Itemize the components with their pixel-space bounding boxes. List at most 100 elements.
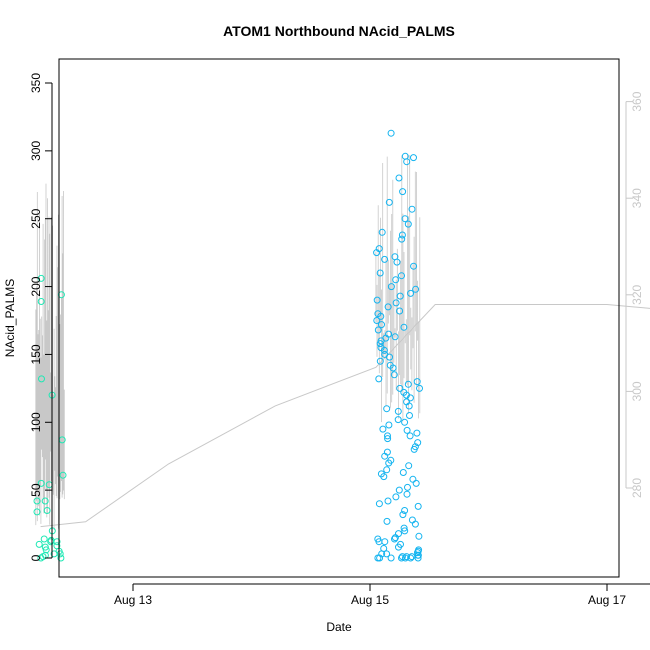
data-point: [376, 357, 384, 365]
data-point: [398, 272, 405, 280]
data-point: [57, 291, 65, 299]
data-point: [395, 530, 402, 538]
data-point: [398, 235, 406, 243]
data-point: [401, 152, 409, 160]
data-point: [395, 174, 403, 182]
data-point: [375, 245, 383, 253]
data-point: [384, 303, 392, 311]
y-tick-label: 250: [29, 208, 43, 228]
data-point: [385, 198, 393, 206]
data-point: [415, 546, 423, 554]
data-point: [399, 469, 407, 476]
data-points: [33, 129, 423, 562]
data-point: [404, 380, 412, 388]
data-point: [413, 429, 421, 437]
data-point: [37, 479, 45, 487]
data-point: [383, 550, 391, 558]
data-point: [409, 475, 417, 483]
data-point: [384, 432, 391, 440]
data-point: [408, 516, 416, 524]
data-point: [396, 307, 404, 315]
data-point: [38, 375, 45, 383]
data-point: [391, 535, 398, 543]
data-point: [376, 269, 384, 277]
data-point: [394, 407, 402, 415]
data-point: [400, 524, 408, 532]
data-point: [385, 330, 393, 338]
data-point: [415, 532, 423, 540]
data-point: [401, 418, 409, 426]
data-point: [57, 554, 65, 562]
data-point: [404, 220, 412, 228]
data-point: [399, 511, 407, 519]
data-point: [379, 425, 387, 433]
data-point: [374, 535, 382, 543]
data-point: [41, 497, 49, 505]
data-point: [410, 262, 418, 270]
data-point: [378, 228, 386, 236]
data-point: [375, 375, 383, 383]
data-point: [385, 421, 393, 429]
y-tick-label: 200: [29, 276, 43, 296]
data-point: [400, 323, 408, 331]
data-point: [380, 545, 388, 552]
y2-tick-label: 300: [630, 381, 644, 401]
data-point: [397, 540, 404, 548]
data-point: [416, 384, 423, 392]
data-point: [378, 321, 385, 329]
data-point: [33, 508, 41, 516]
secondary-series: [35, 154, 650, 530]
y-tick-label: 0: [29, 554, 43, 561]
data-point: [414, 554, 422, 562]
data-point: [403, 426, 411, 434]
data-point: [377, 344, 385, 352]
y-tick-label: 300: [29, 141, 43, 161]
data-point: [384, 435, 392, 443]
data-point: [390, 371, 398, 379]
data-point: [396, 292, 404, 300]
data-point: [375, 500, 383, 508]
data-point: [406, 412, 413, 419]
data-point: [403, 398, 411, 406]
x-axis-label: Date: [326, 620, 352, 634]
x-tick-label: Aug 17: [588, 593, 626, 607]
data-point: [41, 543, 49, 551]
data-point: [383, 517, 391, 525]
data-point: [401, 215, 409, 223]
y-tick-label: 350: [29, 73, 43, 93]
data-point: [387, 554, 395, 562]
y2-tick-label: 340: [630, 188, 644, 208]
data-point: [59, 471, 67, 479]
data-point: [401, 507, 409, 514]
y2-tick-label: 280: [630, 478, 644, 498]
data-point: [398, 554, 405, 562]
data-point: [37, 298, 45, 305]
data-point: [403, 490, 411, 498]
data-point: [411, 443, 419, 451]
data-point: [381, 538, 389, 546]
data-point: [410, 154, 417, 162]
data-point: [391, 333, 399, 341]
data-point: [37, 274, 45, 282]
data-point: [399, 188, 407, 196]
data-point: [377, 470, 385, 478]
data-point: [407, 289, 415, 297]
data-point: [403, 553, 410, 561]
data-point: [407, 554, 415, 562]
data-point: [40, 535, 48, 543]
data-point: [383, 405, 391, 413]
data-point: [35, 540, 43, 548]
chart-title: ATOM1 Northbound NAcid_PALMS: [223, 23, 455, 39]
data-point: [381, 255, 389, 263]
x-tick-label: Aug 15: [351, 593, 389, 607]
data-point: [383, 448, 391, 456]
y-tick-label: 50: [29, 483, 43, 497]
y2-tick-label: 320: [630, 284, 644, 304]
data-point: [398, 553, 406, 561]
data-point: [392, 299, 400, 307]
data-point: [395, 486, 403, 494]
secondary-trace-line: [40, 304, 650, 528]
data-point: [414, 439, 422, 447]
data-point: [412, 285, 420, 293]
data-point: [387, 129, 395, 137]
